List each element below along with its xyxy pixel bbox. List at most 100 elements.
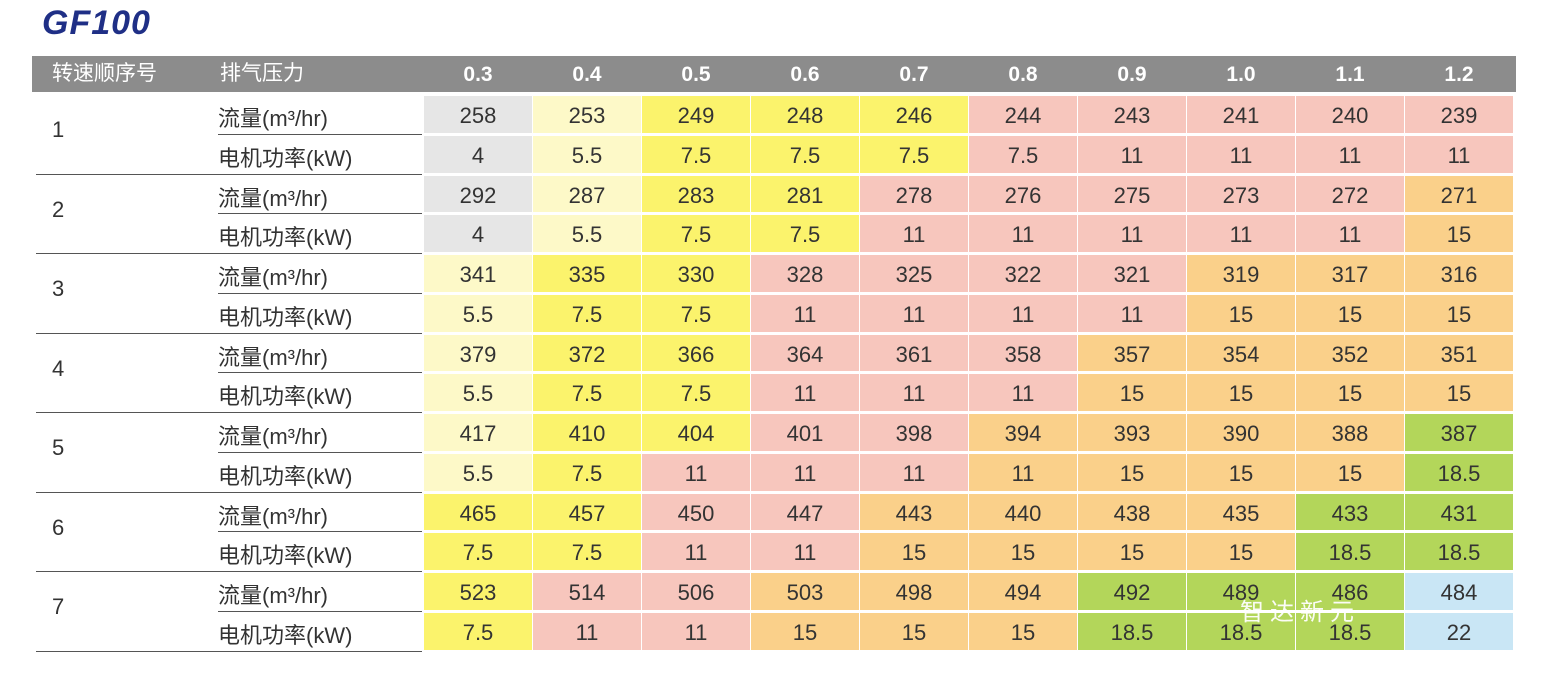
row-seq-3: 3	[52, 276, 65, 301]
power-cell: 11	[642, 612, 750, 650]
power-cell: 5.5	[533, 135, 641, 173]
flow-cell: 354	[1187, 334, 1295, 372]
power-cell: 11	[642, 533, 750, 570]
header-pressure-9: 1.2	[1444, 63, 1474, 86]
header-pressure-6: 0.9	[1117, 63, 1147, 86]
power-cell: 7.5	[860, 135, 968, 173]
power-label: 电机功率(kW)	[218, 384, 353, 410]
power-cell: 18.5	[1405, 533, 1513, 570]
flow-cell: 450	[642, 493, 750, 531]
power-cell: 18.5	[1405, 453, 1513, 491]
flow-cell: 321	[1078, 255, 1186, 292]
flow-cell: 287	[533, 175, 641, 213]
power-cell: 11	[969, 215, 1077, 252]
row-divider	[36, 650, 422, 652]
flow-cell: 388	[1296, 414, 1404, 451]
row-seq-2: 2	[52, 196, 65, 222]
power-cell: 11	[751, 294, 859, 332]
power-cell: 7.5	[533, 533, 641, 570]
row-divider	[36, 412, 422, 413]
power-cell: 15	[1187, 374, 1295, 411]
power-cell: 7.5	[533, 453, 641, 491]
power-cell: 15	[860, 612, 968, 650]
power-cell: 11	[1187, 135, 1295, 173]
power-cell: 11	[642, 453, 750, 491]
power-cell: 22	[1405, 612, 1513, 650]
flow-cell: 514	[533, 573, 641, 610]
flow-cell: 278	[860, 175, 968, 213]
flow-label: 流量(m³/hr)	[218, 185, 328, 211]
row-divider	[36, 253, 422, 254]
power-label: 电机功率(kW)	[218, 304, 353, 330]
table-header: 转速顺序号 排气压力 0.3 0.4 0.5 0.6 0.7 0.8 0.9 1.0 1.1 1.…	[32, 56, 1516, 92]
row-seq-7: 7	[52, 594, 65, 619]
flow-cell: 335	[533, 255, 641, 292]
header-discharge-pressure: 排气压力	[220, 62, 304, 85]
power-cell: 15	[969, 533, 1077, 570]
header-pressure-3: 0.6	[790, 63, 820, 86]
power-cell: 11	[751, 374, 859, 411]
header-pressure-4: 0.7	[899, 63, 929, 86]
power-label: 电机功率(kW)	[218, 543, 353, 569]
power-cell: 7.5	[533, 374, 641, 411]
power-label: 电机功率(kW)	[218, 463, 353, 489]
flow-cell: 276	[969, 175, 1077, 213]
power-cell: 11	[1405, 135, 1513, 173]
flow-cell: 390	[1187, 414, 1295, 451]
row-divider	[218, 292, 422, 294]
flow-cell: 417	[424, 414, 532, 451]
power-cell: 7.5	[424, 533, 532, 570]
flow-cell: 503	[751, 573, 859, 610]
header-speed-seq: 转速顺序号	[52, 62, 157, 85]
flow-cell: 275	[1078, 175, 1186, 213]
flow-cell: 443	[860, 493, 968, 531]
flow-cell: 379	[424, 334, 532, 372]
flow-label: 流量(m³/hr)	[218, 344, 328, 370]
flow-cell: 366	[642, 334, 750, 372]
flow-cell: 404	[642, 414, 750, 451]
power-cell: 15	[751, 612, 859, 650]
power-cell: 11	[1296, 135, 1404, 173]
power-label: 电机功率(kW)	[218, 225, 353, 251]
power-cell: 11	[1078, 215, 1186, 252]
power-cell: 15	[1187, 294, 1295, 332]
power-label: 电机功率(kW)	[218, 622, 353, 648]
row-seq-5: 5	[52, 435, 65, 460]
power-cell: 15	[1187, 533, 1295, 570]
flow-cell: 292	[424, 175, 532, 213]
flow-label: 流量(m³/hr)	[218, 503, 328, 529]
flow-cell: 258	[424, 96, 532, 133]
power-cell: 11	[969, 374, 1077, 411]
power-cell: 11	[1187, 215, 1295, 252]
flow-cell: 328	[751, 255, 859, 292]
power-cell: 15	[1405, 374, 1513, 411]
flow-cell: 316	[1405, 255, 1513, 292]
flow-cell: 484	[1405, 573, 1513, 610]
flow-cell: 239	[1405, 96, 1513, 133]
power-cell: 15	[1187, 453, 1295, 491]
power-cell: 11	[1078, 294, 1186, 332]
flow-cell: 457	[533, 493, 641, 531]
row-divider	[218, 531, 422, 533]
power-cell: 11	[533, 612, 641, 650]
flow-label: 流量(m³/hr)	[218, 106, 328, 131]
power-cell: 5.5	[424, 453, 532, 491]
flow-cell: 249	[642, 96, 750, 133]
power-cell: 15	[1296, 294, 1404, 332]
power-cell: 15	[1078, 453, 1186, 491]
flow-cell: 351	[1405, 334, 1513, 372]
power-cell: 5.5	[533, 215, 641, 252]
flow-cell: 361	[860, 334, 968, 372]
flow-cell: 393	[1078, 414, 1186, 451]
power-cell: 11	[969, 294, 1077, 332]
power-cell: 15	[1405, 294, 1513, 332]
flow-cell: 486	[1296, 573, 1404, 610]
flow-cell: 489	[1187, 573, 1295, 610]
power-cell: 15	[1296, 453, 1404, 491]
flow-cell: 398	[860, 414, 968, 451]
flow-cell: 243	[1078, 96, 1186, 133]
power-cell: 15	[1296, 374, 1404, 411]
flow-cell: 322	[969, 255, 1077, 292]
header-pressure-7: 1.0	[1226, 63, 1256, 86]
power-cell: 4	[424, 215, 532, 252]
